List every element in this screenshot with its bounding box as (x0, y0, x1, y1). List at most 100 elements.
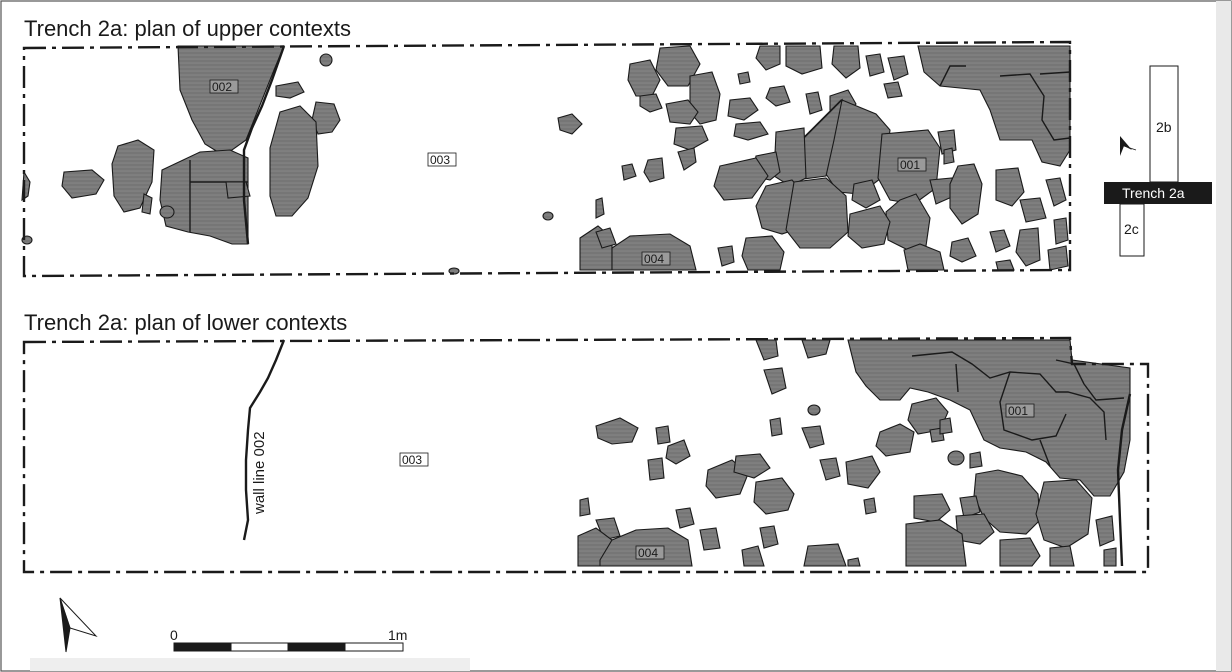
stone (865, 53, 885, 77)
stone (845, 455, 881, 489)
north-arrow (59, 597, 98, 653)
stone (655, 425, 671, 445)
lower-context-001: 001 (1005, 403, 1035, 418)
stone (1045, 177, 1067, 207)
stone (727, 97, 759, 121)
stone (883, 81, 903, 99)
stone (269, 105, 319, 217)
scale-segment-3 (288, 643, 345, 651)
context-box (635, 545, 665, 560)
stone (995, 167, 1025, 207)
stone (733, 121, 769, 141)
stone (621, 163, 637, 181)
lower-trench-boundary (22, 336, 1150, 574)
lower-plan: Trench 2a: plan of lower contexts wall l… (22, 310, 1150, 574)
stone (1019, 197, 1047, 223)
stone (755, 339, 779, 361)
stone (807, 404, 821, 416)
stone (699, 527, 721, 551)
context-box (641, 251, 671, 266)
bottom-edge-shade (30, 658, 470, 671)
stone (949, 237, 977, 263)
upper-context-001: 001 (897, 157, 927, 172)
stone (673, 125, 709, 151)
stone (847, 205, 891, 249)
stone (741, 235, 785, 271)
stone (141, 193, 153, 215)
scale-segment-4 (344, 642, 404, 652)
stone (753, 477, 795, 515)
stone-joint (1039, 439, 1051, 467)
upper-trench-boundary (22, 40, 1072, 278)
trench-2c-rect (1119, 203, 1145, 257)
stone (769, 417, 783, 437)
stone (647, 457, 665, 481)
stone (949, 163, 983, 225)
stone (905, 519, 967, 567)
stone (741, 545, 765, 567)
stone (805, 91, 823, 115)
stone (969, 451, 983, 469)
stone (913, 493, 951, 523)
stone (713, 157, 769, 201)
stone (665, 439, 691, 465)
upper-context-002: 002 (209, 79, 239, 94)
context-box (897, 157, 927, 172)
stone (939, 417, 953, 435)
stone (595, 227, 617, 249)
stone (851, 179, 881, 209)
lower-plan-title: Trench 2a: plan of lower contexts (24, 310, 347, 335)
stone (61, 169, 105, 199)
wall-edge-002 (242, 45, 286, 245)
stone (887, 55, 909, 81)
trench-2b-label: 2b (1156, 119, 1172, 135)
upper-context-004: 004 (641, 251, 671, 266)
context-label: 002 (212, 80, 232, 94)
stone (759, 525, 779, 549)
stone (947, 450, 965, 466)
context-label: 003 (430, 153, 450, 167)
stone (665, 99, 699, 125)
context-label: 001 (900, 158, 920, 172)
stone-002 (177, 45, 285, 153)
stone (903, 243, 945, 271)
stone (765, 85, 791, 107)
stone (677, 147, 697, 171)
lower-context-003: 003 (399, 452, 429, 467)
stone (639, 93, 663, 113)
stone (801, 339, 831, 359)
stone-joint (911, 351, 1107, 441)
stone (225, 181, 251, 199)
context-box (1005, 403, 1035, 418)
stone (763, 367, 787, 395)
stone (655, 45, 701, 87)
stone (755, 45, 781, 71)
key-north-arrow-icon (1120, 136, 1132, 156)
stone (819, 457, 841, 481)
stone-joint (1083, 383, 1125, 401)
stone (989, 229, 1011, 253)
key-plan: 2b Trench 2a 2c (1104, 65, 1212, 257)
stone (1047, 245, 1069, 271)
trench-2a-rect (1104, 182, 1212, 204)
stone (579, 497, 591, 517)
lower-wall-edge (1116, 393, 1132, 567)
stone (847, 339, 1131, 497)
stone (1015, 227, 1041, 267)
stone (733, 453, 771, 479)
context-label: 003 (402, 453, 422, 467)
stone (675, 507, 695, 529)
context-label: 004 (638, 546, 658, 560)
stone (542, 211, 554, 221)
stone (275, 81, 305, 99)
scale-segment-2 (230, 642, 289, 652)
stone-joint (939, 65, 966, 87)
trench-2b-rect (1149, 65, 1179, 183)
stone-joint (999, 371, 1067, 441)
stone (785, 45, 823, 75)
context-label: 004 (644, 252, 664, 266)
stone (717, 245, 735, 267)
stone (801, 425, 825, 449)
right-edge-shade (1216, 1, 1231, 671)
